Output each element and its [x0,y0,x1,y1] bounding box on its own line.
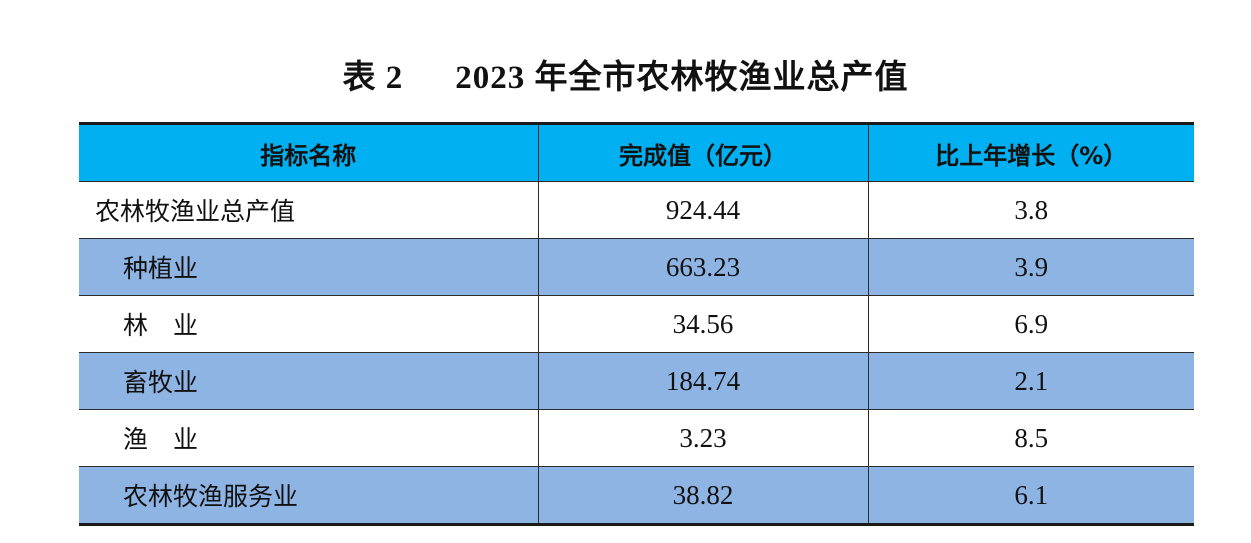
column-header-indicator: 指标名称 [79,122,539,182]
row-label: 林 业 [79,295,539,353]
row-value: 34.56 [537,295,869,353]
row-label: 农林牧渔服务业 [79,466,539,526]
row-growth: 3.8 [867,181,1194,239]
table-row: 种植业 663.23 3.9 [79,238,1194,296]
row-growth: 3.9 [867,238,1194,296]
row-label: 畜牧业 [79,352,539,410]
row-value: 3.23 [537,409,869,467]
table-title: 表 2 2023 年全市农林牧渔业总产值 [0,52,1251,104]
row-growth: 8.5 [867,409,1194,467]
column-header-growth: 比上年增长（%） [867,122,1194,182]
row-label: 种植业 [79,238,539,296]
row-growth: 6.9 [867,295,1194,353]
table-row: 农林牧渔服务业 38.82 6.1 [79,466,1194,526]
row-growth: 2.1 [867,352,1194,410]
column-header-value: 完成值（亿元） [537,122,869,182]
table-caption: 2023 年全市农林牧渔业总产值 [455,60,909,96]
row-growth: 6.1 [867,466,1194,526]
row-label: 农林牧渔业总产值 [79,181,539,239]
table-number: 表 2 [342,60,404,96]
row-value: 924.44 [537,181,869,239]
table-row: 畜牧业 184.74 2.1 [79,352,1194,410]
table-row: 农林牧渔业总产值 924.44 3.8 [79,181,1194,239]
row-label: 渔 业 [79,409,539,467]
table-row: 渔 业 3.23 8.5 [79,409,1194,467]
row-value: 184.74 [537,352,869,410]
table-row: 林 业 34.56 6.9 [79,295,1194,353]
header-row: 指标名称 完成值（亿元） 比上年增长（%） [79,122,1194,182]
output-value-table: 指标名称 完成值（亿元） 比上年增长（%） 农林牧渔业总产值 924.44 3.… [79,122,1194,526]
row-value: 663.23 [537,238,869,296]
row-value: 38.82 [537,466,869,526]
